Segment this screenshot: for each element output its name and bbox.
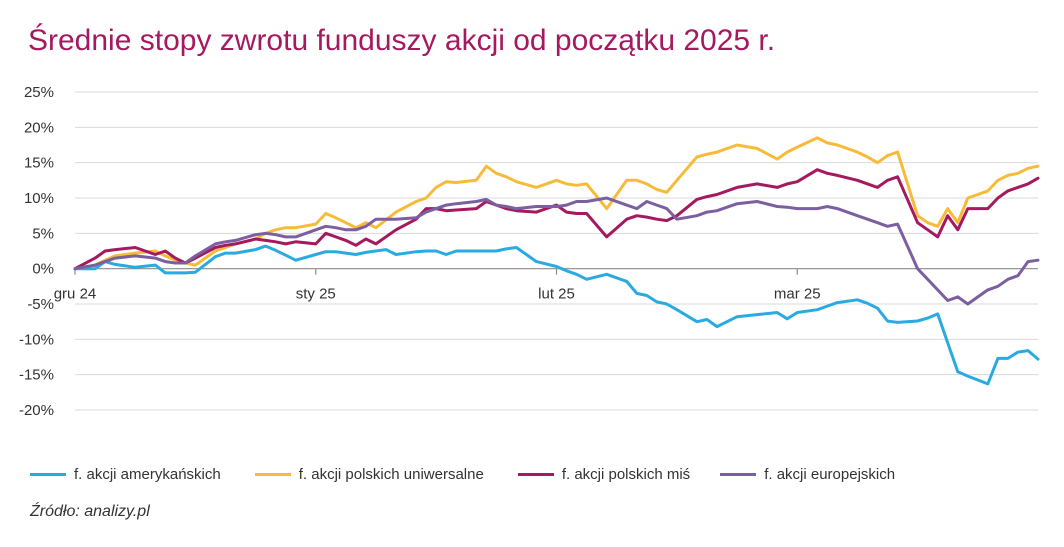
series-line-3 [73,168,1040,271]
y-tick-label: 25% [24,84,54,101]
y-tick-label: -20% [19,402,54,419]
legend: f. akcji amerykańskich f. akcji polskich … [30,466,895,483]
legend-item-3: f. akcji polskich miś [517,466,691,483]
x-tick-label: mar 25 [774,286,821,303]
legend-swatch [720,473,757,476]
source-note: Źródło: analizy.pl [30,503,150,520]
y-tick-label: -5% [27,296,54,313]
legend-swatch [517,473,554,476]
legend-swatch [30,473,66,476]
y-tick-label: 20% [24,119,54,136]
y-tick-label: -10% [19,331,54,348]
y-tick-label: 10% [24,190,54,207]
legend-label: f. akcji europejskich [764,466,896,483]
legend-swatch [254,473,291,476]
legend-item-2: f. akcji polskich uniwersalne [254,466,484,483]
legend-label: f. akcji polskich miś [561,466,691,483]
x-tick-label: lut 25 [538,286,575,303]
series-line-2 [73,136,1040,271]
y-tick-label: -15% [19,367,54,384]
y-axis-ticks: 25% 20% 15% 10% 5% 0% -5% -10% -15% -20% [19,84,54,419]
x-axis-ticks: gru 24 sty 25 lut 25 mar 25 [54,268,821,303]
series-lines [73,136,1040,386]
legend-item-4: f. akcji europejskich [720,466,895,483]
y-tick-label: 5% [32,225,54,242]
x-tick-label: sty 25 [296,286,336,303]
y-tick-label: 0% [32,261,54,278]
chart-title: Średnie stopy zwrotu funduszy akcji od p… [28,24,776,57]
y-tick-label: 15% [24,155,54,172]
legend-label: f. akcji amerykańskich [74,466,221,483]
series-line-4 [73,196,1040,306]
x-tick-label: gru 24 [54,286,97,303]
series-line-1 [73,244,1040,386]
legend-item-1: f. akcji amerykańskich [30,466,221,483]
legend-label: f. akcji polskich uniwersalne [298,466,484,483]
